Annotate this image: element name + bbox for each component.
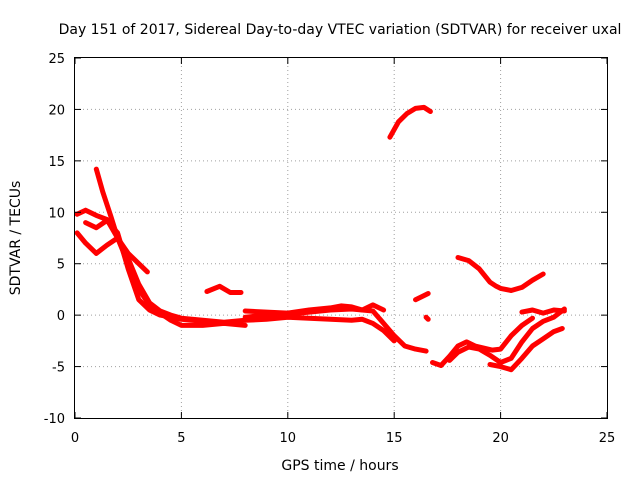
series-arc-m — [447, 306, 567, 365]
series-arc-e — [204, 283, 244, 295]
series-arc-g — [242, 314, 397, 344]
series-arc-k — [423, 314, 431, 322]
series-arc-o — [487, 326, 565, 373]
series-arc-p — [519, 307, 567, 316]
series-arc-i — [387, 104, 433, 140]
series-arc-n — [455, 255, 546, 293]
y-tick-label: 5 — [57, 258, 65, 273]
chart-title: Day 151 of 2017, Sidereal Day-to-day VTE… — [59, 22, 622, 38]
x-axis-label: GPS time / hours — [281, 458, 398, 474]
series-arc-l — [430, 315, 535, 368]
y-tick-label: -10 — [44, 412, 65, 427]
x-tick-label: 20 — [492, 431, 509, 446]
x-tick-label: 15 — [386, 431, 403, 446]
data-series — [74, 104, 567, 373]
y-axis-label: SDTVAR / TECUs — [8, 181, 24, 296]
y-tick-label: 10 — [48, 206, 65, 221]
x-tick-label: 25 — [599, 431, 616, 446]
grid — [75, 58, 607, 418]
y-tick-label: -5 — [52, 361, 65, 376]
y-tick-label: 20 — [48, 103, 65, 118]
y-tick-label: 15 — [48, 155, 65, 170]
x-tick-label: 10 — [280, 431, 297, 446]
y-tick-label: 0 — [57, 309, 65, 324]
series-arc-j — [413, 291, 431, 303]
x-tick-label: 5 — [177, 431, 185, 446]
series-arc-h — [242, 302, 387, 316]
x-tick-label: 0 — [71, 431, 79, 446]
plot-frame — [74, 57, 608, 419]
axis-ticks: 0 5 10 15 20 25 -10 -5 0 5 10 15 20 25 — [44, 52, 616, 446]
y-tick-label: 25 — [48, 52, 65, 67]
series-arc-d — [83, 218, 206, 324]
